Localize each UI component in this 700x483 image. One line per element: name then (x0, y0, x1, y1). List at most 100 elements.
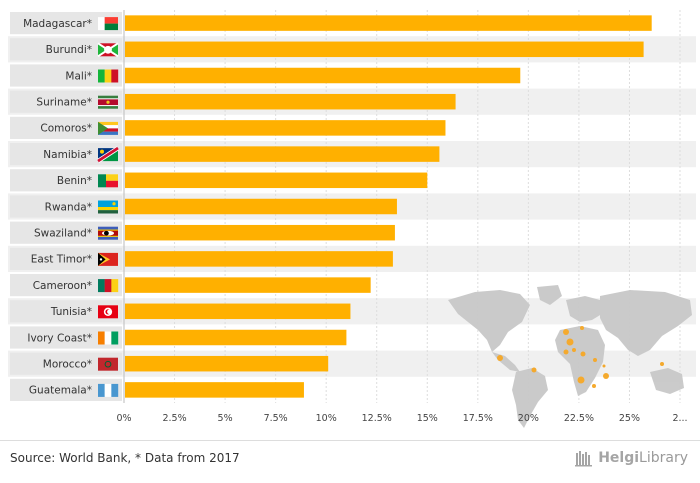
category-label: Comoros* (40, 123, 92, 135)
flag-part (98, 43, 108, 57)
category-label: Guatemala* (29, 385, 92, 397)
map-highlight-tunisia (580, 326, 584, 330)
flag-part (104, 360, 112, 368)
flag-part (104, 331, 112, 345)
world-map-asia (600, 290, 692, 356)
world-map-south-america (512, 368, 548, 428)
flag-part (98, 131, 118, 135)
x-tick-label: 25% (619, 413, 640, 424)
flag-part (98, 207, 118, 211)
bar (125, 67, 521, 84)
category-label: Namibia* (43, 149, 92, 161)
footer-divider (0, 440, 700, 441)
x-tick-label: 22.5% (564, 413, 594, 424)
flag-icon (98, 383, 119, 397)
map-highlight-madagascar (603, 373, 609, 379)
bar (125, 382, 304, 398)
world-map-australia (650, 368, 684, 394)
x-tick-label: 12.5% (362, 413, 392, 424)
flag-part (98, 121, 108, 135)
map-highlight-morocco (563, 329, 569, 335)
bar (125, 93, 456, 110)
flag-part (104, 45, 112, 54)
category-label-box (10, 169, 122, 192)
flag-icon (98, 305, 118, 319)
map-highlight-mali (566, 338, 574, 346)
flag-part (111, 331, 119, 345)
flag-part (111, 69, 119, 83)
brand-suffix: Library (639, 450, 688, 466)
flag-icon (98, 200, 118, 214)
category-label-box (10, 326, 122, 349)
world-map (448, 285, 692, 428)
flag-icon (98, 69, 119, 83)
flag-part (106, 100, 110, 104)
flag-icon (98, 226, 118, 240)
category-label: Burundi* (46, 44, 92, 56)
brand-name: HelgiLibrary (598, 450, 688, 466)
bar (125, 224, 395, 241)
category-label-box (10, 300, 122, 323)
category-label-box (10, 12, 122, 35)
category-label-box (10, 221, 122, 244)
category-label: Madagascar* (23, 18, 92, 30)
source-note: Source: World Bank, * Data from 2017 (10, 451, 240, 465)
category-labels: Madagascar* Burundi* Mali* Suriname* Comoros… (10, 12, 122, 401)
flags (96, 17, 120, 397)
flag-part (112, 202, 116, 206)
x-tick-label: 2... (672, 413, 687, 424)
flag-icon (97, 42, 119, 58)
flag-part (98, 128, 118, 132)
x-axis: 0% 2.5% 5% 7.5% 10% 12.5% 15% 17.5% 20% 22.5% 25% 2… (116, 10, 688, 424)
category-label: Mali* (65, 70, 92, 82)
flag-part (99, 258, 103, 261)
bar (125, 146, 440, 162)
x-tick-label: 2.5% (162, 413, 186, 424)
map-highlight-swaziland (592, 384, 596, 388)
flag-part (98, 210, 118, 214)
world-map-north-america (448, 290, 530, 352)
map-highlight-cameroon (580, 351, 586, 357)
flag-icon (98, 121, 118, 135)
flag-icon (98, 252, 118, 266)
flag-part (98, 383, 105, 397)
flag-part (97, 146, 119, 163)
flag-part (104, 279, 112, 293)
flag-part (104, 69, 112, 83)
category-label: Benin* (57, 175, 92, 187)
bar (125, 172, 428, 189)
flag-part (98, 357, 118, 371)
flag-part (106, 174, 118, 181)
bar (125, 355, 329, 372)
map-highlight-namibia (577, 376, 585, 384)
category-label-box (10, 378, 122, 401)
flag-icon (98, 331, 119, 345)
bar-chart: Madagascar* Burundi* Mali* Suriname* Comoros… (8, 10, 696, 428)
x-tick-label: 5% (218, 413, 233, 424)
bar (125, 251, 393, 267)
bar (125, 277, 371, 293)
flag-part (111, 383, 119, 397)
category-label: Tunisia* (50, 306, 92, 318)
x-tick-label: 15% (417, 413, 438, 424)
bar (125, 303, 351, 320)
category-label: East Timor* (31, 254, 92, 266)
x-tick-label: 10% (316, 413, 337, 424)
flag-part (98, 331, 105, 345)
flag-icon (98, 357, 118, 371)
bar (125, 329, 347, 346)
x-tick-label: 0% (116, 413, 131, 424)
category-label: Swaziland* (34, 228, 92, 240)
category-label: Rwanda* (45, 201, 92, 213)
bar (125, 15, 652, 31)
brand-logo[interactable]: HelgiLibrary (575, 449, 688, 467)
flag-icon (98, 174, 118, 188)
flag-part (98, 279, 105, 293)
flag-part (104, 17, 118, 24)
map-highlight-ivory-coast (563, 349, 569, 355)
bar (125, 120, 446, 136)
library-icon (575, 451, 593, 467)
x-tick-label: 7.5% (264, 413, 288, 424)
flag-icon (96, 146, 120, 163)
flag-icon (98, 17, 118, 31)
